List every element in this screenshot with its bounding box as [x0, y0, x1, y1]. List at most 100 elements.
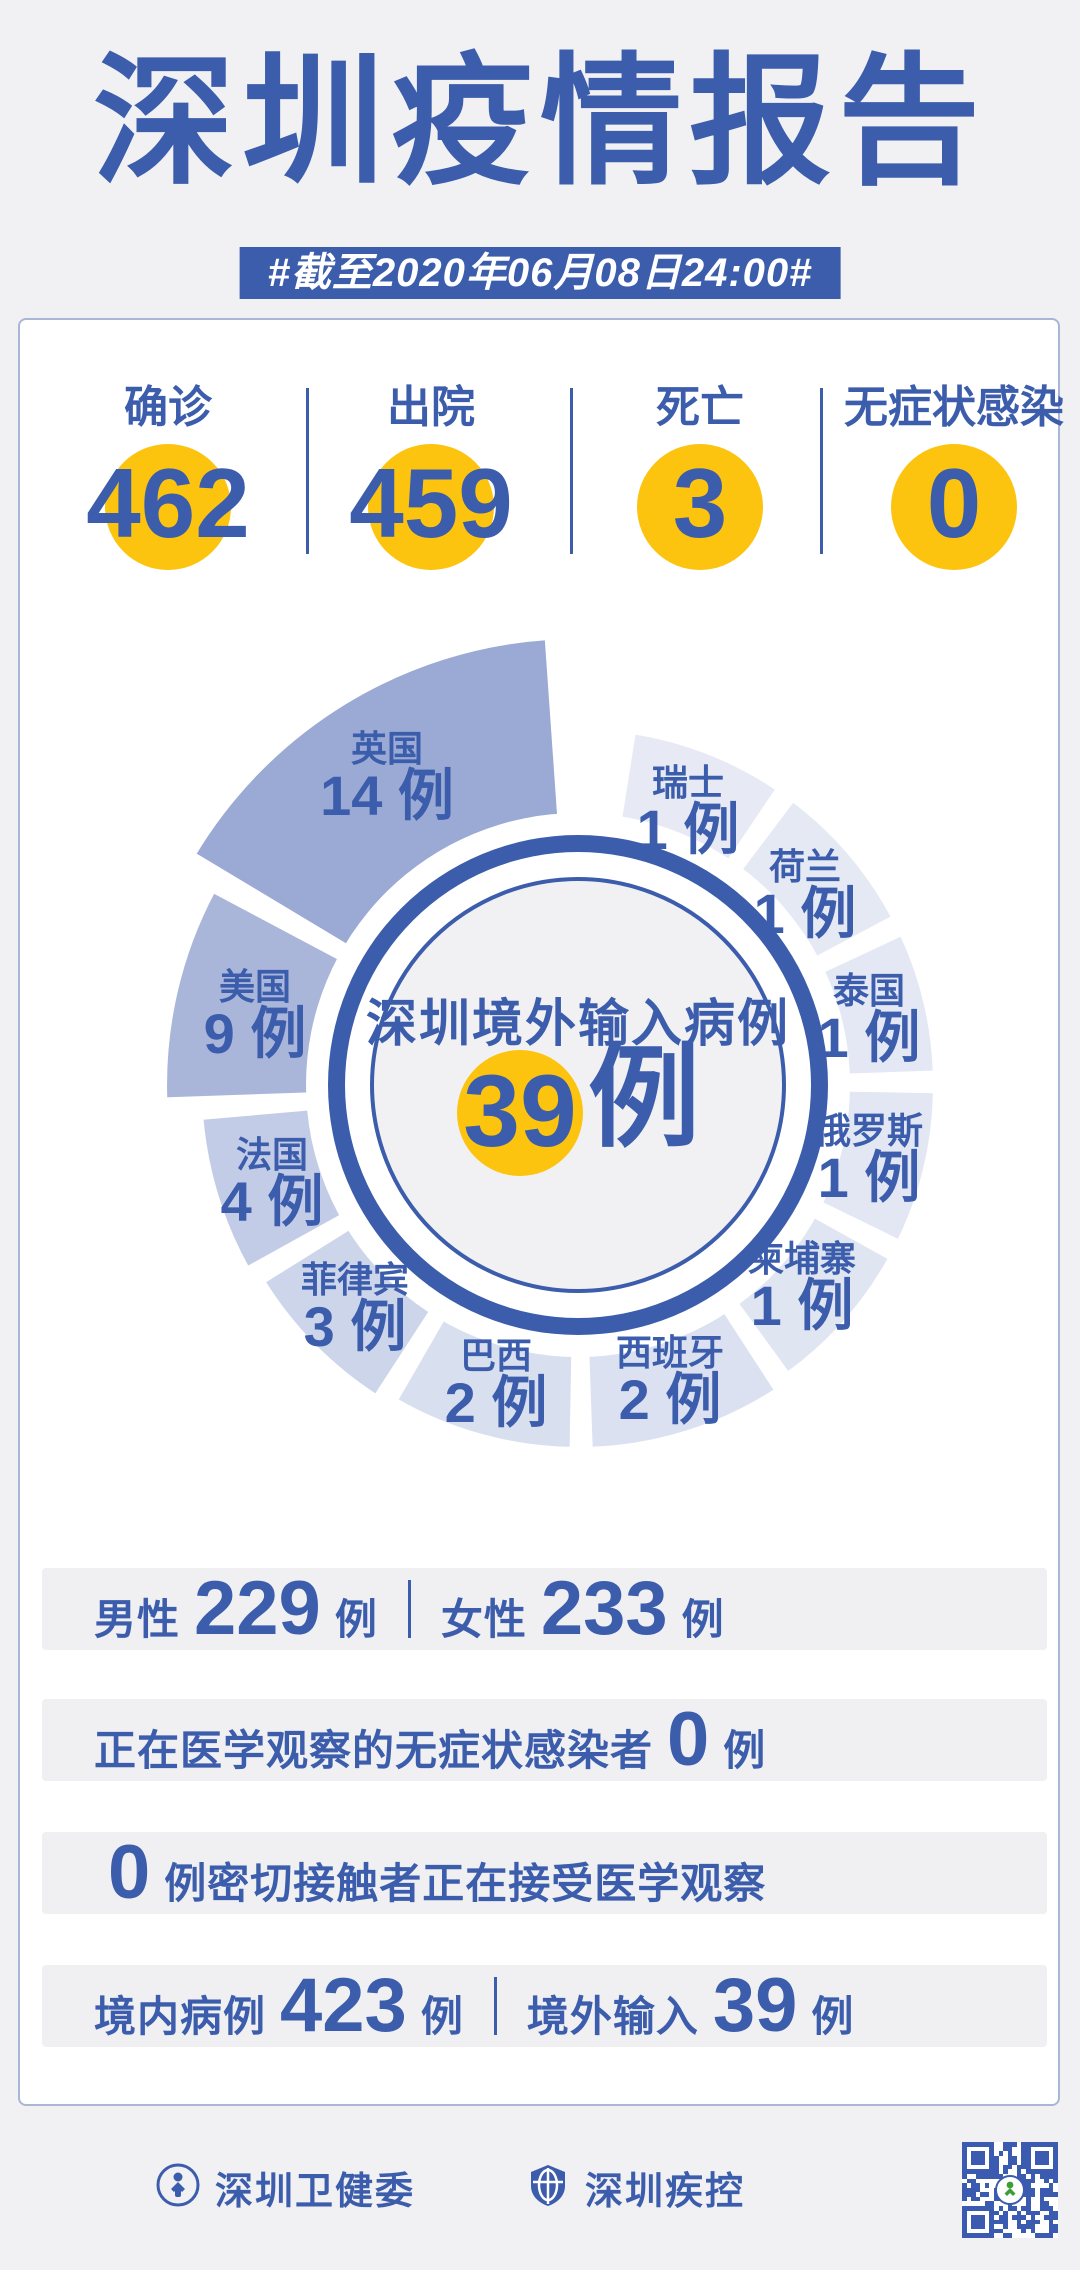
qr-module	[989, 2206, 994, 2211]
qr-module	[980, 2192, 985, 2197]
bar-label: 正在医学观察的无症状感染者	[94, 1727, 654, 1774]
qr-module	[962, 2142, 967, 2147]
qr-module	[1007, 2142, 1013, 2147]
qr-module	[962, 2215, 967, 2220]
qr-module	[1026, 2192, 1031, 2197]
qr-module	[971, 2196, 976, 2202]
org-name: 深圳卫健委	[214, 2171, 415, 2213]
slice-country-label: 菲律宾	[301, 1259, 409, 1300]
qr-module	[971, 2160, 976, 2165]
stat-value: 0	[926, 448, 982, 559]
qr-module	[1026, 2219, 1031, 2225]
qr-module	[980, 2160, 985, 2165]
qr-module	[1048, 2142, 1054, 2147]
qr-module	[980, 2233, 985, 2238]
detail-bar-asymptomatic-observation: 正在医学观察的无症状感染者 0 例	[42, 1699, 1047, 1781]
slice-value-label: 2 例	[619, 1368, 722, 1431]
qr-module	[1048, 2192, 1054, 2197]
qr-module	[998, 2219, 1004, 2225]
qr-module	[984, 2206, 990, 2211]
slice-country-label: 法国	[236, 1134, 308, 1175]
qr-module	[971, 2187, 976, 2193]
qr-module	[975, 2160, 981, 2165]
qr-module	[1026, 2146, 1031, 2152]
qr-module	[1003, 2146, 1008, 2152]
qr-module	[1026, 2178, 1031, 2184]
qr-module	[1053, 2228, 1058, 2234]
qr-module	[971, 2183, 976, 2188]
qr-module	[984, 2183, 990, 2188]
bar-value: 423	[280, 1963, 407, 2048]
qr-module	[966, 2169, 972, 2174]
qr-module	[989, 2215, 994, 2220]
bar-label: 例	[334, 1596, 378, 1643]
slice-value-label: 1 例	[818, 1146, 921, 1209]
qr-module	[1044, 2155, 1049, 2161]
stat-label: 确诊	[124, 383, 212, 432]
qr-module	[1026, 2164, 1031, 2170]
qr-module	[1039, 2201, 1045, 2206]
qr-module	[1021, 2142, 1026, 2147]
bar-value: 233	[540, 1566, 668, 1651]
qr-module	[1021, 2215, 1026, 2220]
qr-module	[1053, 2169, 1058, 2174]
qr-module	[980, 2224, 985, 2229]
bar-label: 例	[681, 1596, 725, 1643]
qr-module	[1003, 2164, 1008, 2170]
qr-module	[1053, 2155, 1058, 2161]
qr-module	[1039, 2206, 1045, 2211]
qr-module	[1044, 2151, 1049, 2156]
qr-module	[971, 2219, 976, 2225]
qr-center-logo	[995, 2175, 1025, 2205]
qr-module	[1012, 2215, 1017, 2220]
qr-module	[966, 2192, 972, 2197]
qr-module	[984, 2174, 990, 2179]
qr-module	[994, 2219, 999, 2225]
qr-module	[1048, 2219, 1054, 2225]
qr-module	[971, 2178, 976, 2184]
stat-deaths: 死亡 3	[580, 384, 820, 570]
qr-module	[994, 2196, 999, 2202]
qr-module	[989, 2201, 994, 2206]
bar-divider	[493, 1977, 497, 2035]
qr-module	[1003, 2224, 1008, 2229]
qr-module	[1053, 2178, 1058, 2184]
chart-total-value: 39	[463, 1053, 577, 1168]
qr-module	[966, 2178, 972, 2184]
qr-module	[962, 2160, 967, 2165]
qr-module	[989, 2151, 994, 2156]
detail-bar-domestic-imported: 境内病例 423 例 境外输入 39 例	[42, 1965, 1047, 2047]
qr-module	[1039, 2187, 1045, 2193]
qr-module	[994, 2210, 999, 2216]
qr-module	[1003, 2142, 1008, 2147]
chart-total-unit: 例	[588, 1035, 700, 1160]
qr-module	[1021, 2151, 1026, 2156]
qr-module	[1053, 2233, 1058, 2238]
qr-module	[1053, 2192, 1058, 2197]
slice-country-label: 瑞士	[652, 762, 724, 803]
stat-discharged: 出院 459	[311, 384, 551, 570]
qr-module	[1030, 2142, 1036, 2147]
qr-module	[1012, 2155, 1017, 2161]
qr-module	[1048, 2228, 1054, 2234]
qr-module	[1044, 2174, 1049, 2179]
qr-module	[1039, 2192, 1045, 2197]
qr-module	[1003, 2233, 1008, 2238]
qr-module	[1021, 2206, 1026, 2211]
qr-module	[1007, 2160, 1013, 2165]
stat-confirmed: 确诊 462	[48, 384, 288, 570]
org-cdc: 深圳疾控	[525, 2160, 745, 2215]
qr-module	[1035, 2160, 1040, 2165]
detail-bar-gender: 男性 229 例 女性 233 例	[42, 1568, 1047, 1650]
qr-module	[984, 2201, 990, 2206]
qr-module	[1039, 2233, 1045, 2238]
qr-module	[994, 2164, 999, 2170]
bar-value: 39	[712, 1963, 798, 2048]
slice-value-label: 3 例	[304, 1295, 407, 1358]
bar-label: 例密切接触者正在接受医学观察	[164, 1860, 767, 1907]
qr-module	[989, 2169, 994, 2174]
qr-module	[989, 2155, 994, 2161]
qr-module	[1048, 2183, 1054, 2188]
qr-module	[1048, 2215, 1054, 2220]
slice-country-label: 柬埔寨	[748, 1238, 856, 1279]
